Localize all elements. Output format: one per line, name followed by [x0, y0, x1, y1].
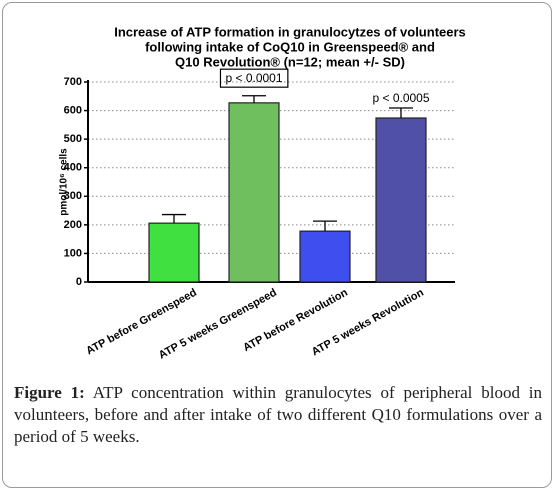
chart-title: Q10 Revolution® (n=12; mean +/- SD): [175, 54, 405, 69]
y-tick-label: 200: [64, 219, 82, 231]
y-tick-label: 500: [64, 133, 82, 145]
y-tick-label: 600: [64, 104, 82, 116]
caption-label: Figure 1:: [14, 383, 85, 402]
y-tick-label: 400: [64, 162, 82, 174]
bar: [375, 117, 427, 283]
bar: [148, 222, 200, 283]
y-tick-label: 300: [64, 190, 82, 202]
chart-title: Increase of ATP formation in granulocytz…: [114, 24, 466, 39]
annotation-box: [219, 68, 289, 88]
y-tick-label: 0: [76, 276, 82, 288]
annotation: p < 0.0001: [225, 71, 282, 85]
y-tick-label: 100: [64, 247, 82, 259]
bar: [299, 230, 351, 283]
chart-title: following intake of CoQ10 in Greenspeed®…: [145, 39, 435, 54]
y-axis-label: pmol/10⁶ cells: [59, 148, 70, 216]
annotation: p < 0.0005: [372, 91, 429, 105]
caption-text: ATP concentration within granulocytes of…: [14, 383, 543, 446]
caption: Figure 1: ATP concentration within granu…: [14, 382, 542, 448]
y-tick-label: 700: [64, 76, 82, 88]
figure-frame: [2, 2, 552, 488]
bar: [228, 102, 280, 283]
